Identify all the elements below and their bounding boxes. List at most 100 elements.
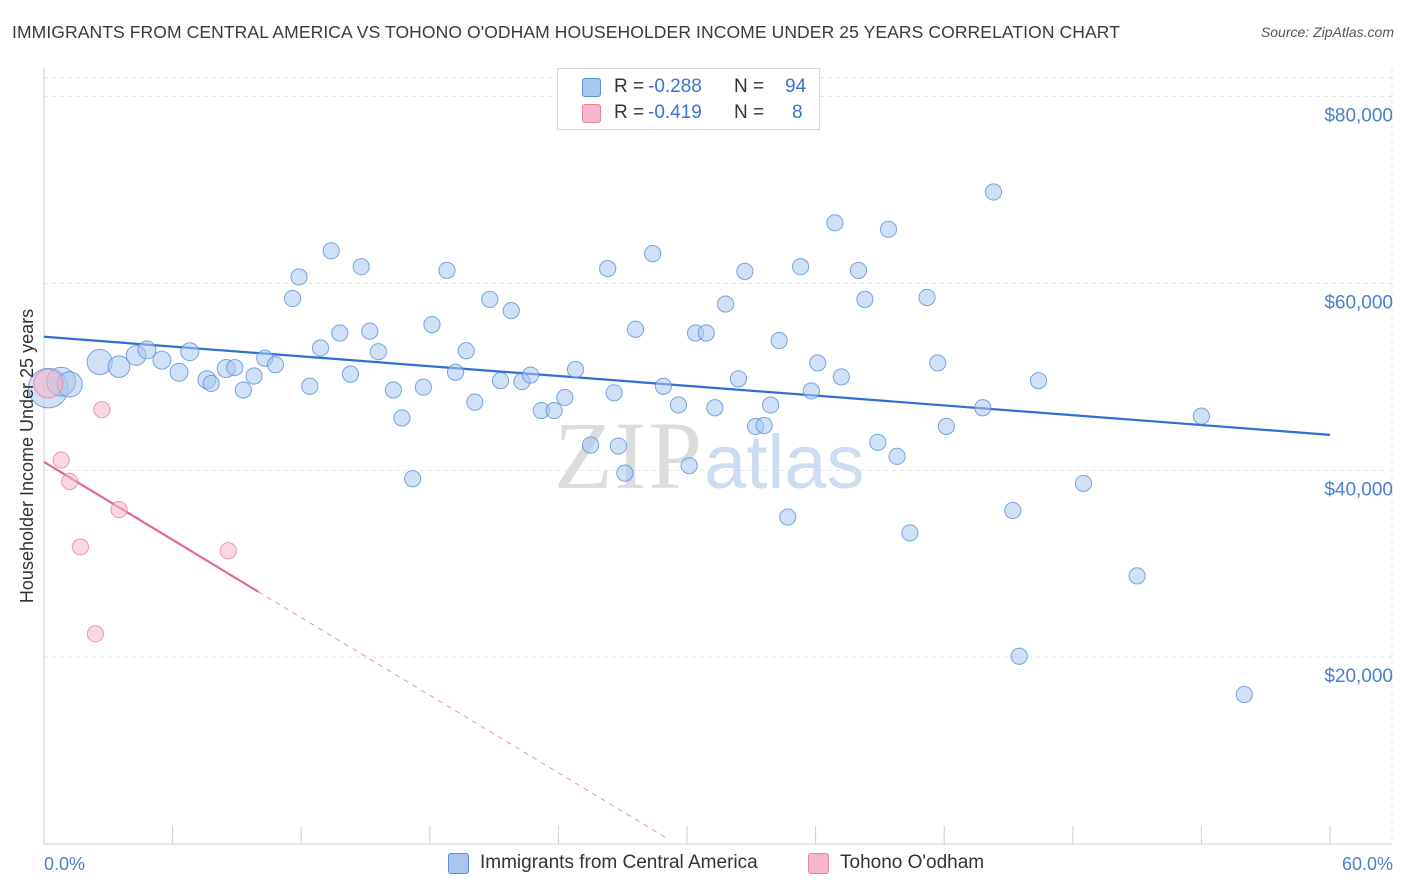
point-central-america (599, 259, 617, 278)
point-tohono (110, 500, 128, 519)
point-central-america (697, 324, 715, 342)
point-central-america (755, 416, 773, 435)
point-central-america (669, 396, 688, 414)
point-central-america (809, 354, 827, 372)
point-central-america (761, 396, 780, 414)
point-central-america (1192, 407, 1211, 425)
point-central-america (202, 374, 220, 393)
point-central-america (1128, 567, 1146, 585)
legend-r-value: -0.288 (648, 76, 702, 97)
bottom-legend-swatch-tohono (808, 853, 829, 874)
y-tick-label: $80,000 (1324, 106, 1393, 127)
point-central-america (1010, 647, 1028, 665)
point-central-america (491, 372, 510, 390)
point-central-america (369, 343, 387, 361)
point-central-america (322, 242, 340, 260)
axes (43, 68, 1392, 845)
point-central-america (566, 360, 585, 379)
legend-n-label: N = (734, 102, 765, 123)
point-tohono (61, 472, 79, 491)
point-central-america (654, 377, 673, 395)
tick-labels: $20,000 $40,000 $60,000 $80,000 0.0% 60.0% (44, 106, 1393, 874)
correlation-legend: R = -0.288 N = 94 R = -0.419 N = 8 (557, 68, 820, 130)
point-tohono (93, 401, 111, 419)
trend-line-tohono (43, 460, 259, 593)
point-central-america (331, 324, 349, 342)
legend-r-label: R = (614, 102, 645, 123)
point-central-america (901, 524, 919, 542)
bottom-legend-swatch-central-america (448, 853, 469, 874)
point-central-america (626, 320, 645, 338)
point-central-america (609, 437, 628, 455)
point-central-america (393, 409, 411, 427)
point-central-america (802, 382, 820, 400)
y-tick-label: $20,000 (1324, 666, 1393, 687)
legend-swatch-tohono (582, 104, 601, 123)
watermark: ZIPatlas (554, 400, 865, 511)
point-central-america (706, 399, 724, 417)
point-central-america (438, 261, 456, 280)
point-central-america (729, 370, 748, 388)
point-central-america (716, 295, 735, 313)
point-central-america (446, 363, 465, 381)
point-central-america (680, 457, 698, 475)
legend-swatch-central-america (582, 78, 601, 97)
point-central-america (1074, 474, 1093, 493)
point-central-america (457, 342, 475, 360)
point-central-america (791, 258, 810, 276)
legend-r-value: -0.419 (648, 102, 702, 123)
point-central-america (311, 339, 330, 357)
point-central-america (984, 183, 1003, 201)
point-central-america (879, 220, 898, 238)
legend-n-value: 8 (792, 102, 803, 123)
point-central-america (180, 342, 200, 362)
point-central-america (1029, 372, 1048, 390)
point-central-america (152, 350, 172, 370)
trend-line-tohono-extension (258, 591, 666, 838)
point-central-america (137, 340, 157, 360)
point-central-america (234, 381, 252, 399)
point-central-america (1004, 501, 1022, 520)
point-central-america (169, 362, 189, 382)
point-tohono (71, 538, 90, 556)
point-central-america (832, 368, 850, 386)
trend-lines (43, 335, 1331, 838)
point-central-america (581, 436, 600, 454)
point-central-america (290, 268, 308, 286)
point-central-america (826, 214, 844, 232)
bottom-legend-label: Tohono O'odham (840, 852, 985, 873)
chart-title: IMMIGRANTS FROM CENTRAL AMERICA VS TOHON… (12, 22, 1120, 42)
point-central-america (856, 290, 874, 308)
data-points (27, 183, 1253, 704)
point-central-america (869, 433, 887, 451)
point-tohono (33, 368, 64, 399)
watermark-atlas: atlas (704, 420, 865, 505)
point-central-america (414, 378, 432, 396)
point-central-america (605, 384, 623, 402)
point-central-america (545, 401, 563, 420)
point-central-america (226, 358, 244, 377)
point-central-america (556, 388, 574, 407)
source-credit: Source: ZipAtlas.com (1260, 24, 1394, 40)
point-central-america (107, 355, 131, 378)
point-central-america (644, 245, 662, 263)
point-central-america (1235, 685, 1253, 704)
point-central-america (779, 508, 797, 526)
legend-n-value: 94 (785, 76, 807, 97)
point-central-america (466, 393, 484, 411)
point-central-america (521, 366, 540, 384)
point-central-america (937, 417, 955, 436)
point-central-america (404, 470, 422, 488)
bottom-legend-label: Immigrants from Central America (480, 852, 758, 873)
point-central-america (736, 262, 754, 280)
grid-lines (44, 68, 1393, 844)
y-tick-label: $60,000 (1324, 293, 1393, 314)
point-central-america (974, 399, 992, 417)
point-tohono (219, 542, 237, 560)
point-central-america (918, 288, 936, 307)
x-tick-label: 60.0% (1342, 854, 1393, 874)
point-central-america (266, 356, 285, 374)
point-central-america (284, 289, 302, 308)
x-tick-label: 0.0% (44, 854, 85, 874)
